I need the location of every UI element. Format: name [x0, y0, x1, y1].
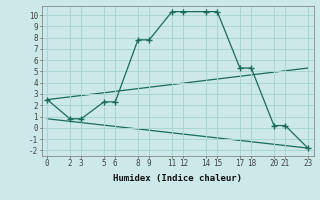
X-axis label: Humidex (Indice chaleur): Humidex (Indice chaleur) [113, 174, 242, 183]
